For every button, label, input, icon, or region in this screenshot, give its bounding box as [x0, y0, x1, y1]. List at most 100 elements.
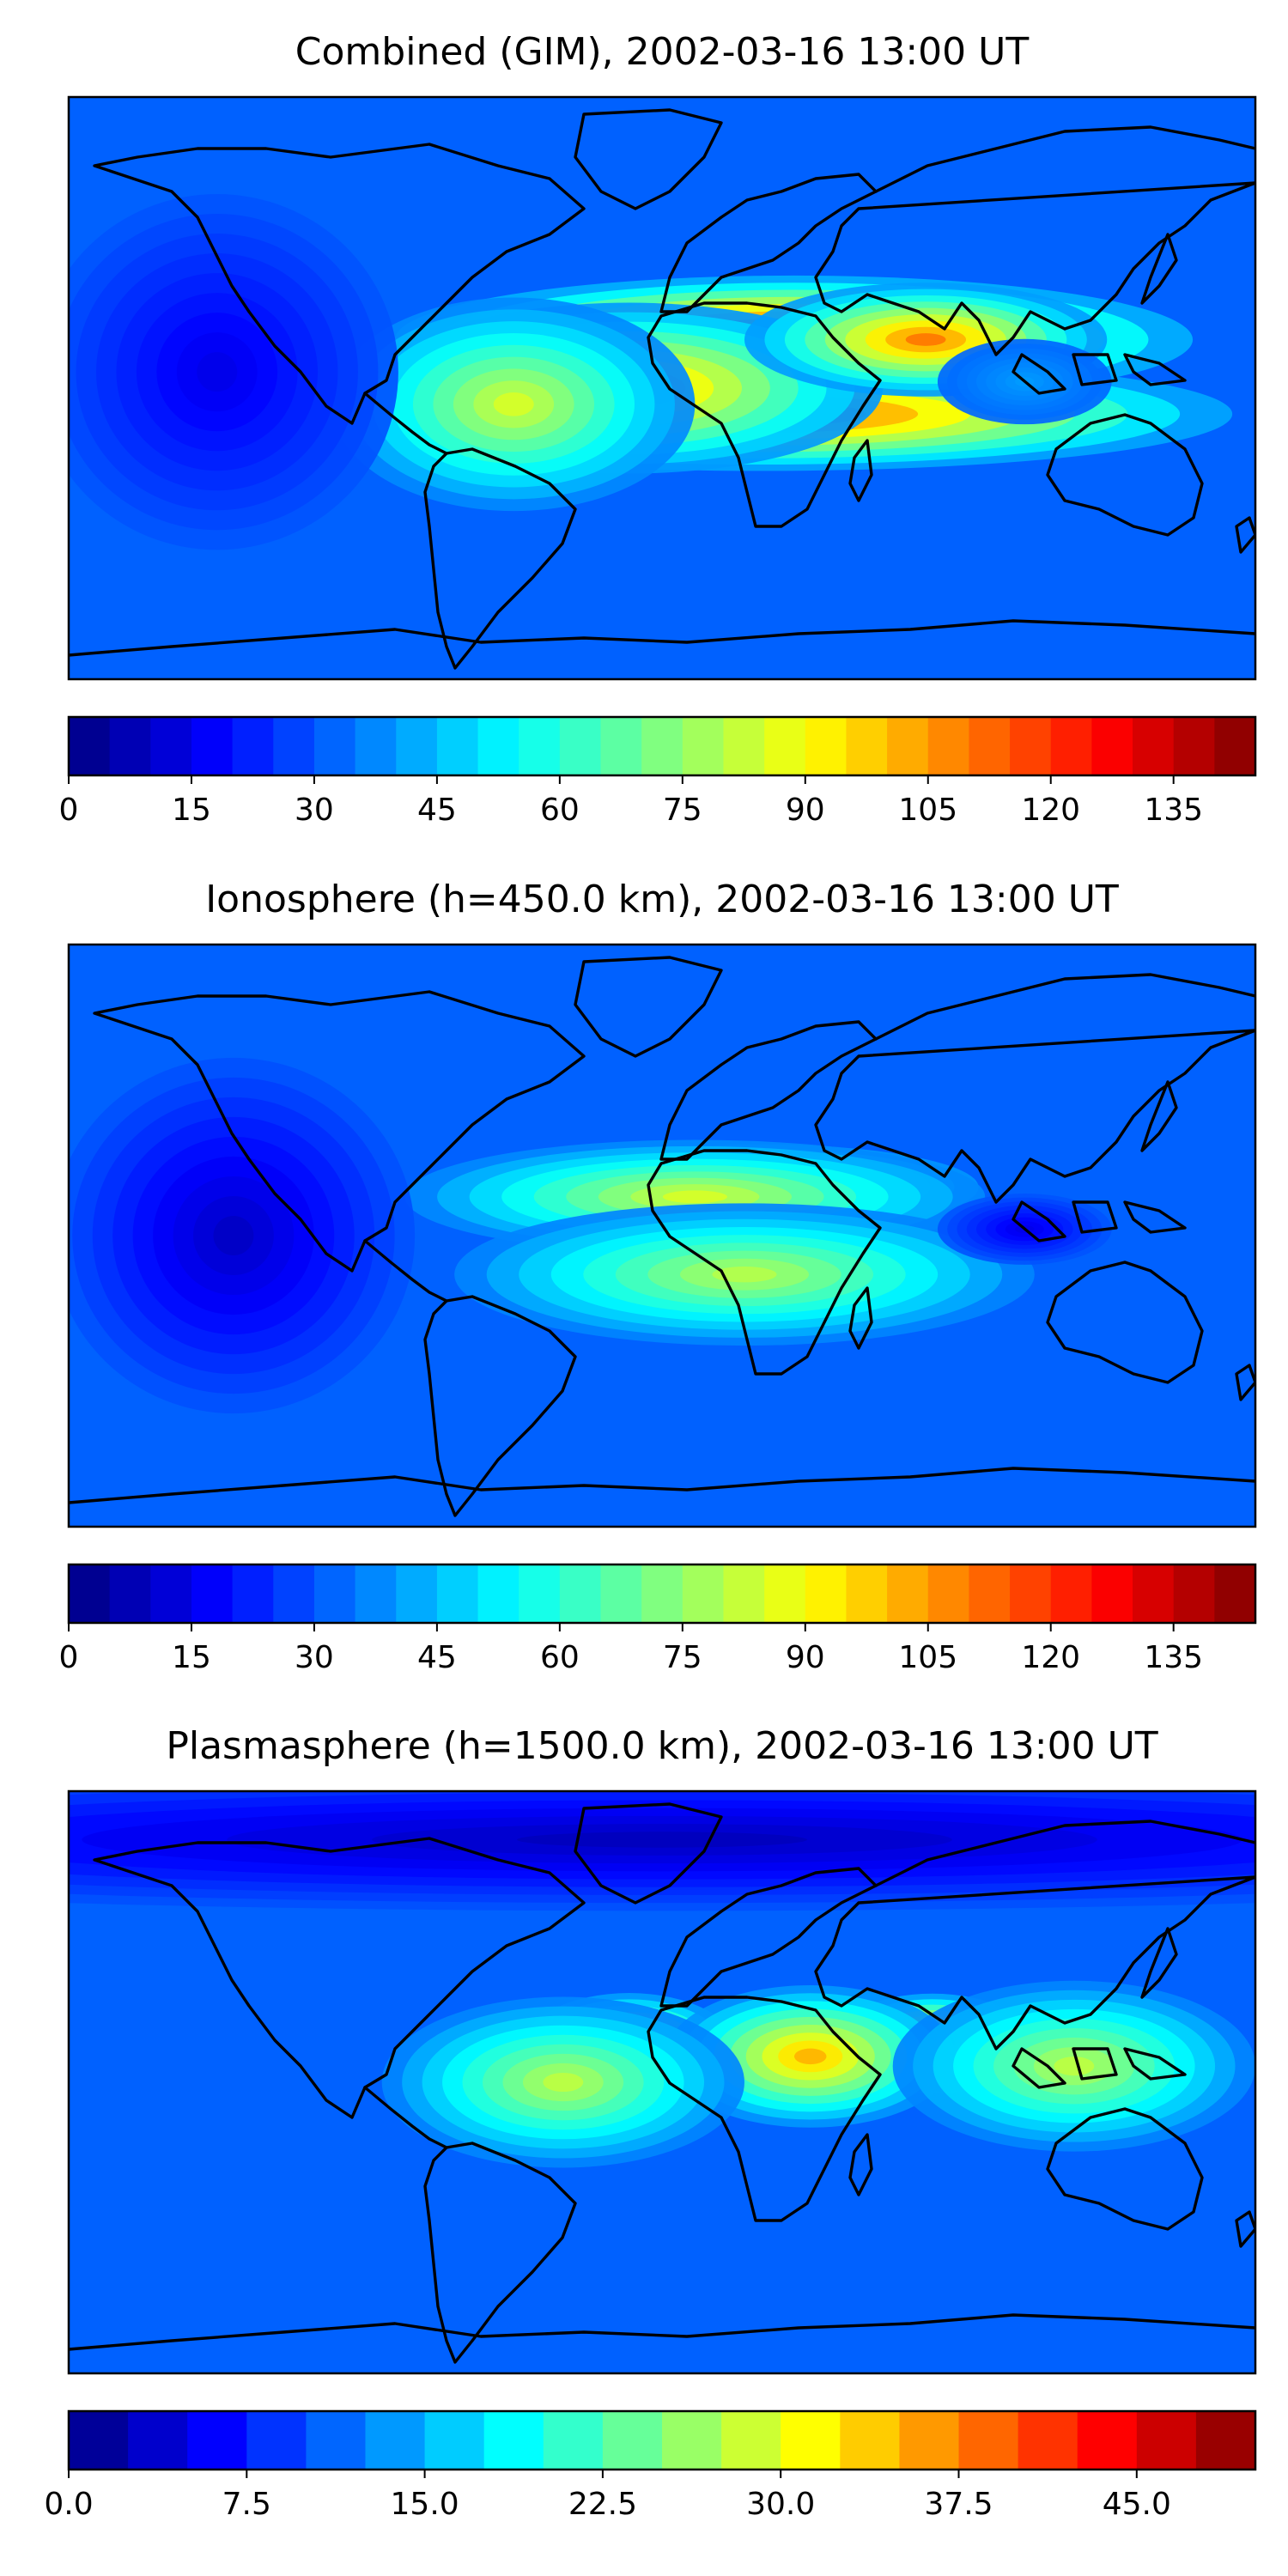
colorbar-level — [1133, 1564, 1175, 1623]
colorbar-level — [600, 717, 642, 775]
colorbar-level — [846, 717, 888, 775]
colorbar-level — [187, 2411, 248, 2470]
colorbar-level — [519, 1564, 561, 1623]
colorbar-level — [1050, 1564, 1093, 1623]
colorbar-tick-label: 15 — [172, 1640, 211, 1675]
colorbar-level — [191, 717, 234, 775]
feature-e-pacific-low — [69, 1057, 416, 1414]
colorbar-tick-label: 45 — [417, 1640, 457, 1675]
colorbar-level — [600, 1564, 642, 1623]
feature-maritime-continent — [892, 1980, 1255, 2152]
panel-2: Ionosphere (h=450.0 km), 2002-03-16 13:0… — [59, 878, 1257, 1675]
colorbar-tick-label: 45.0 — [1103, 2487, 1171, 2522]
panel-title: Ionosphere (h=450.0 km), 2002-03-16 13:0… — [205, 878, 1119, 921]
colorbar-level — [559, 717, 602, 775]
colorbar-level — [246, 2411, 307, 2470]
colorbar-level — [723, 1564, 765, 1623]
colorbar-tick-label: 120 — [1021, 793, 1080, 828]
colorbar-level — [559, 1564, 602, 1623]
colorbar-level — [69, 717, 111, 775]
colorbar-level — [477, 717, 520, 775]
colorbar-tick-label: 135 — [1144, 793, 1203, 828]
colorbar-level — [840, 2411, 901, 2470]
colorbar-frame — [67, 1563, 1257, 1625]
map-frame — [67, 1789, 1257, 2375]
colorbar-level — [927, 1564, 970, 1623]
colorbar-level — [781, 2411, 841, 2470]
colorbar-level — [641, 1564, 683, 1623]
colorbar-level — [232, 717, 275, 775]
colorbar-level — [805, 1564, 848, 1623]
colorbar-level — [424, 2411, 485, 2470]
colorbar-level — [958, 2411, 1019, 2470]
colorbar-tick-label: 75 — [663, 1640, 702, 1675]
colorbar-level — [483, 2411, 544, 2470]
colorbar-tick-label: 15.0 — [391, 2487, 459, 2522]
map — [67, 95, 1257, 681]
colorbar-tick-label: 30.0 — [746, 2487, 815, 2522]
colorbar-tick-label: 37.5 — [924, 2487, 993, 2522]
colorbar-frame — [67, 715, 1257, 777]
colorbar-level — [764, 1564, 806, 1623]
colorbar-tick-label: 60 — [540, 1640, 580, 1675]
colorbar-tick-label: 60 — [540, 793, 580, 828]
colorbar-level — [1050, 717, 1093, 775]
feature-s-america-brazil — [332, 297, 696, 512]
colorbar-level — [846, 1564, 888, 1623]
colorbar-level — [969, 717, 1011, 775]
colorbar-tick-label: 0 — [59, 793, 79, 828]
colorbar-tick-label: 105 — [898, 1640, 957, 1675]
colorbar-level — [641, 717, 683, 775]
colorbar-tick-label: 120 — [1021, 1640, 1080, 1675]
colorbar-level — [273, 1564, 315, 1623]
colorbar-level — [109, 1564, 152, 1623]
colorbar-tick-label: 0 — [59, 1640, 79, 1675]
colorbar-level — [682, 1564, 725, 1623]
colorbar-level — [69, 1564, 111, 1623]
colorbar-level — [1091, 717, 1133, 775]
colorbar-level — [721, 2411, 781, 2470]
colorbar-tick-label: 30 — [295, 1640, 334, 1675]
colorbar-level — [543, 2411, 604, 2470]
colorbar-level — [306, 2411, 367, 2470]
feature-northern-high-latitude-low — [69, 1791, 1255, 1911]
colorbar-level — [477, 1564, 520, 1623]
colorbar-level — [682, 717, 725, 775]
colorbar-level — [1136, 2411, 1197, 2470]
colorbar-level — [232, 1564, 275, 1623]
colorbar-level — [355, 1564, 398, 1623]
colorbar-tick-label: 0.0 — [44, 2487, 93, 2522]
colorbar-level — [1173, 1564, 1216, 1623]
colorbar-level — [969, 1564, 1011, 1623]
colorbar-level — [887, 717, 929, 775]
colorbar-level — [1018, 2411, 1078, 2470]
colorbar-level — [365, 2411, 426, 2470]
colorbar-tick-label: 22.5 — [568, 2487, 637, 2522]
panel-3: Plasmasphere (h=1500.0 km), 2002-03-16 1… — [44, 1724, 1257, 2522]
colorbar-level — [109, 717, 152, 775]
colorbar-level — [396, 717, 438, 775]
feature-s-africa-crest — [454, 1203, 1035, 1346]
colorbar-level — [191, 1564, 234, 1623]
colorbar-tick-label: 45 — [417, 793, 457, 828]
colorbar-level — [355, 717, 398, 775]
colorbar-level — [1173, 717, 1216, 775]
colorbar: 0 15 30 45 60 75 90 105 120 135 — [59, 1563, 1257, 1675]
colorbar-level — [1133, 717, 1175, 775]
colorbar-level — [436, 717, 479, 775]
colorbar-level — [602, 2411, 663, 2470]
colorbar-level — [1195, 2411, 1256, 2470]
colorbar-tick-label: 30 — [295, 793, 334, 828]
colorbar-tick-label: 7.5 — [222, 2487, 271, 2522]
colorbar-level — [128, 2411, 188, 2470]
colorbar: 0 15 30 45 60 75 90 105 120 135 — [59, 715, 1257, 828]
colorbar-level — [1091, 1564, 1133, 1623]
colorbar-level — [805, 717, 848, 775]
colorbar-frame — [67, 2409, 1257, 2471]
colorbar-tick-label: 105 — [898, 793, 957, 828]
colorbar-tick-label: 135 — [1144, 1640, 1203, 1675]
colorbar-level — [1010, 1564, 1052, 1623]
colorbar-level — [519, 717, 561, 775]
colorbar-level — [723, 717, 765, 775]
